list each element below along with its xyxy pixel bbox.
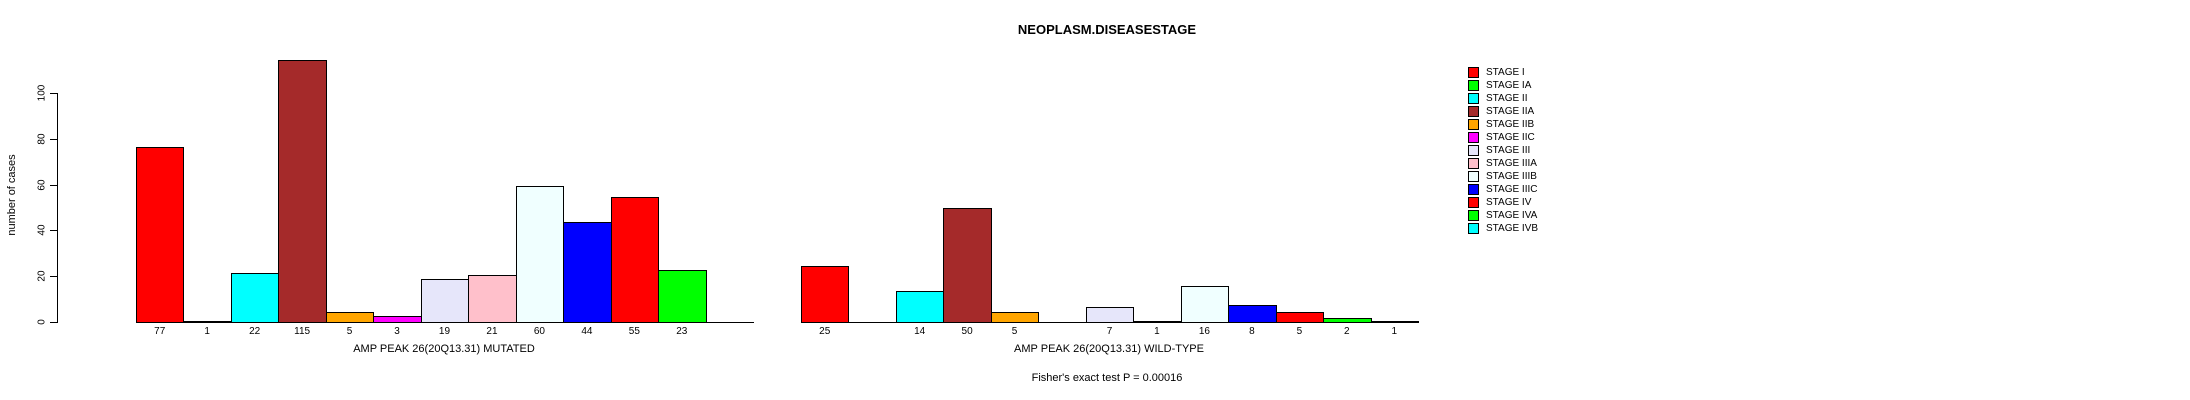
legend-swatch [1468,119,1479,130]
bar-value-label: 3 [394,326,400,337]
bar [230,272,280,323]
bar-value-label: 5 [1296,326,1303,337]
bar-value-label: 19 [438,326,451,337]
bar [943,208,992,323]
legend-swatch [1468,158,1479,169]
y-tick [50,138,57,140]
bar-value-label: 44 [581,326,593,337]
bar-value-label: 115 [294,326,311,337]
legend-label: STAGE IVB [1486,223,1539,234]
legend-label: STAGE IIC [1486,132,1535,143]
bar [1228,304,1277,323]
legend-swatch [1468,184,1479,195]
legend-label: STAGE IIIB [1486,171,1537,182]
bar [563,222,612,323]
y-tick-label: 100 [36,84,48,102]
bar [278,59,327,323]
bar [610,196,660,323]
legend-swatch [1468,210,1479,221]
bar [1275,311,1325,323]
legend-label: STAGE IIB [1486,119,1535,130]
bar-value-label: 16 [1198,326,1210,337]
bar [1370,320,1419,323]
bar [1180,286,1230,323]
bar [1133,320,1182,323]
bar-value-label: 55 [628,326,640,337]
bar-value-label: 1 [204,326,210,337]
y-tick [50,322,57,323]
bar [420,279,470,323]
legend-label: STAGE III [1486,145,1531,156]
bar-value-label: 1 [1154,326,1160,337]
y-tick-label: 60 [36,178,48,191]
bar [1085,306,1135,323]
legend-label: STAGE IV [1486,197,1532,208]
legend-label: STAGE I [1486,67,1525,78]
legend-swatch [1468,132,1479,143]
legend-swatch [1468,197,1479,208]
bar [468,274,517,323]
bar-value-label: 60 [533,326,545,337]
bar [515,185,565,323]
bar-value-label: 50 [961,326,973,337]
bar-value-label: 5 [346,326,353,337]
bar-value-label: 14 [914,326,926,337]
bar [325,311,375,323]
legend-swatch [1468,171,1479,182]
legend-swatch [1468,93,1479,104]
legend-swatch [1468,145,1479,156]
y-tick-label: 20 [36,270,48,282]
bar [183,320,232,323]
y-tick-label: 80 [36,133,48,145]
legend-label: STAGE IIA [1486,106,1535,117]
bar [136,146,185,323]
bar [801,265,850,323]
bar-value-label: 1 [1391,326,1398,337]
bar-value-label: 21 [486,326,498,337]
legend-label: STAGE II [1486,93,1528,104]
y-tick [50,92,57,94]
y-axis-line [57,92,58,323]
group1-axis-label: AMP PEAK 26(20Q13.31) MUTATED [353,343,535,355]
legend-swatch [1468,106,1479,117]
bar-value-label: 23 [676,326,688,337]
legend-label: STAGE IIIA [1486,158,1537,169]
bar-value-label: 5 [1011,326,1018,337]
bar [658,270,707,323]
bar [1323,318,1372,323]
bar-value-label: 2 [1344,326,1350,337]
bar [990,311,1040,323]
legend-swatch [1468,80,1479,91]
chart-title: NEOPLASM.DISEASESTAGE [1017,22,1197,37]
legend-swatch [1468,67,1479,78]
legend-label: STAGE IA [1486,80,1532,91]
bar-value-label: 8 [1249,326,1255,337]
legend-label: STAGE IIIC [1486,184,1538,195]
bar-value-label: 25 [819,326,831,337]
bar-value-label: 77 [154,326,166,337]
y-tick [50,230,57,232]
bar [895,290,945,323]
y-tick-label: 0 [36,319,48,325]
y-tick [50,276,57,278]
fisher-test-note: Fisher's exact test P = 0.00016 [1031,372,1183,384]
bar-value-label: 7 [1106,326,1113,337]
bar [373,316,422,323]
y-tick [50,184,57,186]
bar-value-label: 22 [249,326,261,337]
group2-axis-label: AMP PEAK 26(20Q13.31) WILD-TYPE [1014,343,1204,355]
legend-swatch [1468,223,1479,234]
legend-label: STAGE IVA [1486,210,1538,221]
y-tick-label: 40 [36,224,48,236]
